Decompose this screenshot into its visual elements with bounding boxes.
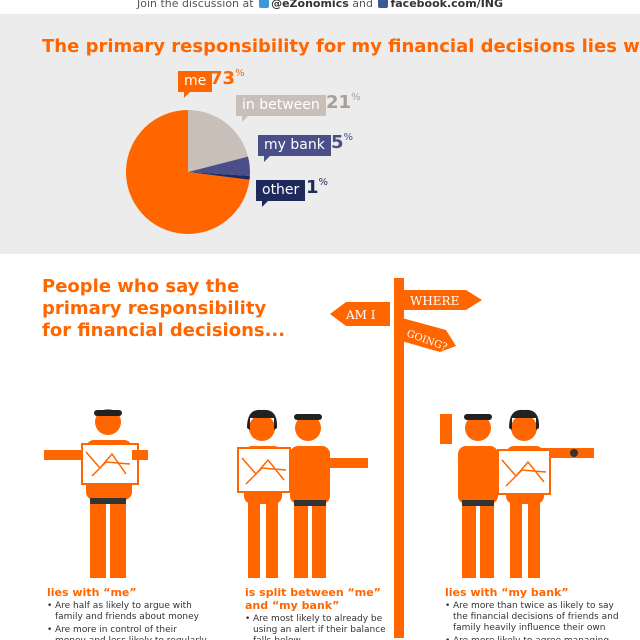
pie-label-other: other — [256, 180, 306, 207]
people-title: People who say the primary responsibilit… — [42, 276, 286, 341]
list-item: Are most likely to already be using an a… — [245, 614, 405, 640]
list-item: Are more than twice as likely to say the… — [445, 601, 620, 634]
pie-section: The primary responsibility for my financ… — [0, 14, 640, 254]
facebook-icon — [378, 0, 389, 8]
join-discussion: Join the discussion at @eZonomics and fa… — [0, 0, 640, 10]
pie-slice-other — [188, 172, 250, 180]
column-me-list: Are half as likely to argue with family … — [47, 601, 207, 640]
join-text: Join the discussion at — [136, 0, 254, 10]
pie-slice-me — [125, 110, 250, 235]
section-gap — [0, 254, 640, 264]
chart-title: The primary responsibility for my financ… — [42, 36, 640, 57]
column-bank-heading: lies with “my bank” — [445, 586, 569, 599]
pie-value-my-bank: 5% — [331, 132, 354, 153]
person-me-icon — [44, 409, 148, 578]
pie-value-me: 73% — [210, 68, 245, 89]
signpost-left-arm: AM I — [345, 308, 376, 322]
list-item: Are more likely to agree managing — [445, 636, 620, 640]
column-me-heading: lies with “me” — [47, 586, 137, 599]
column-bank-list: Are more than twice as likely to say the… — [445, 601, 620, 640]
person-bank-icon — [440, 409, 594, 578]
list-item: Are more in control of their money and l… — [47, 625, 207, 640]
twitter-icon — [259, 0, 270, 8]
pie-value-in-between: 21% — [326, 92, 361, 113]
person-between-icon — [237, 409, 368, 578]
pie-label-me: me — [178, 71, 213, 98]
pie-label-in-between: in between — [236, 95, 326, 122]
column-between-heading: is split between “me” and “my bank” — [245, 586, 381, 612]
facebook-link[interactable]: facebook.com/ING — [390, 0, 504, 10]
pie-value-other: 1% — [306, 177, 329, 198]
signpost-top-arm: WHERE — [410, 294, 459, 308]
and-text: and — [352, 0, 373, 10]
top-bar: Join the discussion at @eZonomics and fa… — [0, 0, 640, 14]
pie-slice-my-bank — [188, 156, 251, 176]
column-between-list: Are most likely to already be using an a… — [245, 614, 405, 640]
pie-slice-in-between — [188, 110, 249, 172]
twitter-link[interactable]: @eZonomics — [271, 0, 349, 10]
pie-label-my-bank: my bank — [258, 135, 331, 162]
list-item: Are half as likely to argue with family … — [47, 601, 207, 623]
